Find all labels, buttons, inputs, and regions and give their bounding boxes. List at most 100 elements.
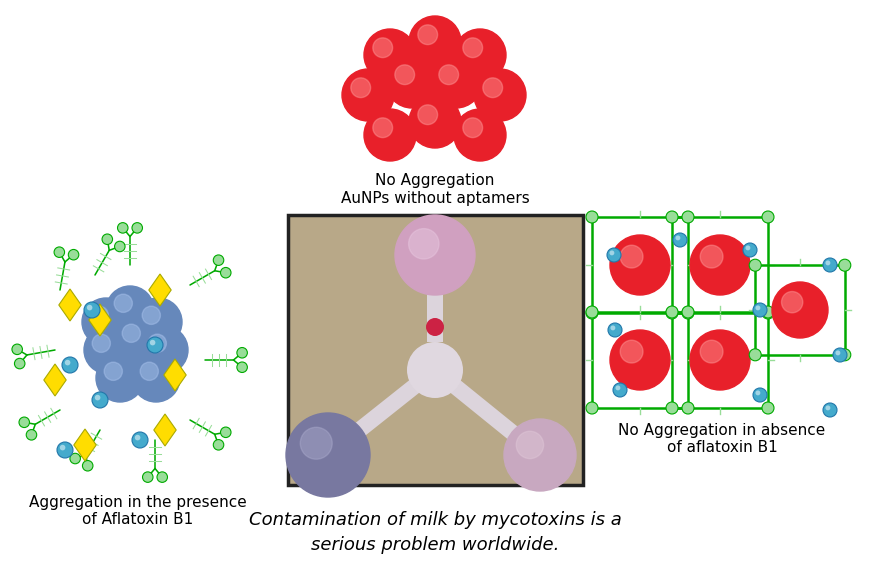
Circle shape <box>286 413 369 497</box>
Circle shape <box>70 453 80 464</box>
Circle shape <box>300 427 332 459</box>
Circle shape <box>586 402 597 414</box>
Circle shape <box>363 29 415 81</box>
Circle shape <box>613 383 627 397</box>
Circle shape <box>64 360 70 365</box>
Polygon shape <box>322 364 440 461</box>
Text: of Aflatoxin B1: of Aflatoxin B1 <box>83 512 194 528</box>
Circle shape <box>681 402 693 414</box>
Circle shape <box>143 472 153 483</box>
Circle shape <box>620 245 642 268</box>
Circle shape <box>666 306 677 318</box>
FancyBboxPatch shape <box>288 215 582 485</box>
Circle shape <box>761 211 773 223</box>
Circle shape <box>386 56 437 108</box>
Circle shape <box>220 268 231 278</box>
Polygon shape <box>163 359 186 391</box>
Circle shape <box>213 440 223 450</box>
Circle shape <box>454 29 506 81</box>
Circle shape <box>106 286 154 334</box>
Circle shape <box>132 354 180 402</box>
Circle shape <box>482 78 502 97</box>
Circle shape <box>57 442 73 458</box>
Circle shape <box>104 362 123 380</box>
Polygon shape <box>427 295 442 342</box>
Circle shape <box>607 248 620 262</box>
Circle shape <box>666 211 677 223</box>
Circle shape <box>96 354 144 402</box>
Circle shape <box>84 302 100 318</box>
Circle shape <box>95 395 100 400</box>
Circle shape <box>114 294 132 312</box>
Circle shape <box>754 305 760 311</box>
Circle shape <box>753 303 766 317</box>
Circle shape <box>666 402 677 414</box>
Circle shape <box>825 261 829 265</box>
Circle shape <box>586 211 597 223</box>
Circle shape <box>832 348 846 362</box>
Circle shape <box>149 340 156 345</box>
Text: No Aggregation: No Aggregation <box>375 173 494 187</box>
Polygon shape <box>154 414 176 446</box>
Text: Aggregation in the presence: Aggregation in the presence <box>29 494 247 510</box>
Text: AuNPs without aptamers: AuNPs without aptamers <box>341 191 528 205</box>
Circle shape <box>825 406 829 410</box>
Circle shape <box>407 342 462 398</box>
Circle shape <box>700 340 722 363</box>
Circle shape <box>19 417 30 427</box>
Polygon shape <box>149 274 171 306</box>
Circle shape <box>609 235 669 295</box>
Circle shape <box>363 109 415 161</box>
Circle shape <box>408 228 439 259</box>
Circle shape <box>140 362 158 380</box>
Circle shape <box>474 69 526 121</box>
Circle shape <box>689 330 749 390</box>
Circle shape <box>753 388 766 402</box>
Circle shape <box>426 318 443 336</box>
Circle shape <box>681 307 693 319</box>
Circle shape <box>417 105 437 124</box>
Circle shape <box>742 243 756 257</box>
Circle shape <box>395 65 415 85</box>
Circle shape <box>503 419 575 491</box>
Circle shape <box>102 234 112 245</box>
Circle shape <box>462 118 482 137</box>
Circle shape <box>620 340 642 363</box>
Circle shape <box>834 350 839 355</box>
Circle shape <box>90 306 109 325</box>
Circle shape <box>748 349 760 361</box>
Circle shape <box>147 337 163 353</box>
Text: No Aggregation in absence: No Aggregation in absence <box>618 423 825 437</box>
Circle shape <box>134 298 182 346</box>
Circle shape <box>54 247 64 258</box>
Circle shape <box>609 251 614 255</box>
Circle shape <box>135 435 140 440</box>
Polygon shape <box>59 289 81 321</box>
Circle shape <box>132 222 143 233</box>
Circle shape <box>438 65 458 85</box>
Circle shape <box>142 306 160 325</box>
Circle shape <box>417 25 437 45</box>
Circle shape <box>69 249 79 260</box>
Circle shape <box>114 316 162 364</box>
Circle shape <box>115 241 125 252</box>
Circle shape <box>342 69 394 121</box>
Circle shape <box>408 16 461 68</box>
Circle shape <box>748 259 760 271</box>
Circle shape <box>681 211 693 223</box>
Circle shape <box>87 305 92 311</box>
Circle shape <box>236 362 247 373</box>
Circle shape <box>614 386 620 390</box>
Circle shape <box>373 118 392 137</box>
Circle shape <box>122 324 140 342</box>
Circle shape <box>148 334 166 352</box>
Circle shape <box>761 307 773 319</box>
Circle shape <box>156 472 168 483</box>
Circle shape <box>408 96 461 148</box>
Circle shape <box>373 38 392 58</box>
Circle shape <box>429 56 481 108</box>
Circle shape <box>132 432 148 448</box>
Polygon shape <box>74 429 96 461</box>
Circle shape <box>62 357 78 373</box>
Circle shape <box>674 235 680 240</box>
